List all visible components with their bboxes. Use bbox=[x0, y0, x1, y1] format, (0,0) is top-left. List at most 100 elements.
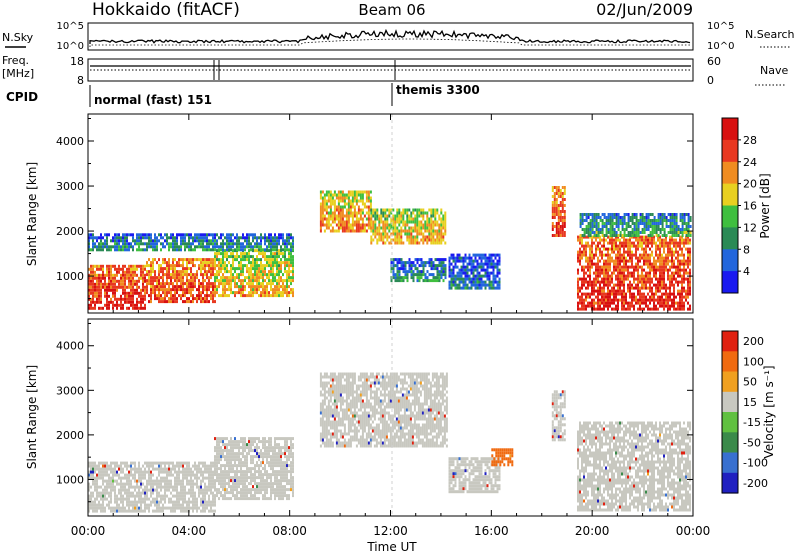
echo-cell bbox=[677, 289, 679, 293]
echo-cell bbox=[460, 271, 463, 275]
echo-cell bbox=[284, 252, 286, 256]
echo-cell bbox=[254, 276, 256, 280]
echo-cell bbox=[611, 259, 613, 263]
echo-cell bbox=[585, 292, 587, 296]
echo-cell bbox=[587, 304, 589, 308]
echo-cell bbox=[675, 277, 677, 281]
echo-cell bbox=[667, 247, 669, 251]
echo-cell bbox=[416, 208, 419, 212]
echo-cell bbox=[418, 223, 421, 227]
echo-cell bbox=[611, 256, 613, 260]
echo-cell bbox=[671, 304, 673, 308]
echo-cell bbox=[675, 225, 678, 228]
echo-cell bbox=[651, 234, 654, 237]
echo-cell bbox=[384, 208, 387, 212]
echo-cell bbox=[683, 301, 685, 305]
echo-cell bbox=[687, 231, 690, 234]
echo-cell bbox=[110, 273, 112, 277]
echo-cell bbox=[472, 265, 475, 269]
echo-cell bbox=[94, 482, 96, 486]
echo-cell bbox=[635, 277, 637, 281]
echo-cell bbox=[128, 285, 130, 289]
echo-cell bbox=[170, 288, 172, 292]
echo-cell bbox=[272, 242, 274, 246]
echo-cell bbox=[192, 288, 194, 292]
echo-cell bbox=[226, 282, 228, 286]
echo-cell bbox=[452, 253, 455, 257]
echo-cell bbox=[90, 473, 92, 477]
echo-cell bbox=[357, 229, 360, 233]
echo-cell bbox=[651, 213, 654, 216]
echo-cell bbox=[609, 247, 611, 251]
echo-cell bbox=[176, 273, 178, 277]
echo-cell bbox=[599, 268, 601, 272]
echo-cell bbox=[260, 264, 262, 268]
echo-cell bbox=[677, 280, 679, 284]
echo-cell bbox=[286, 288, 288, 292]
echo-cell bbox=[140, 491, 142, 495]
echo-cell bbox=[146, 291, 148, 295]
echo-cell bbox=[106, 294, 108, 298]
echo-cell bbox=[274, 285, 276, 289]
echo-cell bbox=[482, 265, 485, 269]
echo-cell bbox=[108, 476, 110, 480]
echo-cell bbox=[621, 228, 624, 231]
echo-cell bbox=[687, 259, 689, 263]
echo-cell bbox=[158, 470, 160, 474]
echo-cell bbox=[683, 244, 685, 248]
echo-cell bbox=[601, 213, 604, 216]
echo-cell bbox=[583, 277, 585, 281]
echo-cell bbox=[452, 271, 455, 275]
echo-cell bbox=[206, 294, 208, 298]
echo-cell bbox=[238, 242, 240, 246]
echo-cell bbox=[617, 259, 619, 263]
echo-cell bbox=[605, 262, 607, 266]
echo-cell bbox=[266, 239, 268, 243]
echo-cell bbox=[369, 202, 372, 206]
echo-cell bbox=[615, 292, 617, 296]
echo-cell bbox=[452, 280, 455, 284]
echo-cell bbox=[188, 233, 190, 237]
echo-cell bbox=[284, 245, 286, 249]
echo-cell bbox=[685, 225, 688, 228]
echo-cell bbox=[258, 294, 260, 298]
echo-cell bbox=[268, 255, 270, 259]
echo-cell bbox=[172, 236, 174, 240]
echo-cell bbox=[126, 476, 128, 480]
echo-cell bbox=[206, 236, 208, 240]
echo-cell bbox=[142, 300, 144, 304]
echo-cell bbox=[448, 274, 451, 278]
echo-cell bbox=[90, 461, 92, 465]
echo-cell bbox=[102, 276, 104, 280]
echo-cell bbox=[170, 506, 172, 510]
echo-cell bbox=[170, 276, 172, 280]
echo-cell bbox=[468, 277, 471, 281]
echo-cell bbox=[124, 233, 126, 237]
echo-cell bbox=[655, 289, 657, 293]
echo-cell bbox=[164, 294, 166, 298]
echo-cell bbox=[202, 267, 204, 271]
echo-cell bbox=[258, 288, 260, 292]
echo-cell bbox=[274, 255, 276, 259]
echo-cell bbox=[156, 497, 158, 501]
echo-cell bbox=[607, 298, 609, 302]
echo-cell bbox=[182, 285, 184, 289]
echo-cell bbox=[621, 307, 623, 311]
echo-cell bbox=[432, 214, 435, 218]
echo-cell bbox=[216, 255, 218, 259]
echo-cell bbox=[140, 503, 142, 507]
echo-cell bbox=[601, 277, 603, 281]
echo-cell bbox=[132, 285, 134, 289]
echo-cell bbox=[170, 470, 172, 474]
echo-cell bbox=[260, 276, 262, 280]
echo-cell bbox=[681, 250, 683, 254]
echo-cell bbox=[440, 226, 443, 230]
echo-cell bbox=[633, 274, 635, 278]
echo-cell bbox=[422, 208, 425, 212]
echo-cell bbox=[623, 262, 625, 266]
echo-cell bbox=[156, 276, 158, 280]
echo-cell bbox=[226, 288, 228, 292]
echo-cell bbox=[116, 503, 118, 507]
echo-cell bbox=[90, 276, 92, 280]
echo-cell bbox=[579, 238, 581, 242]
